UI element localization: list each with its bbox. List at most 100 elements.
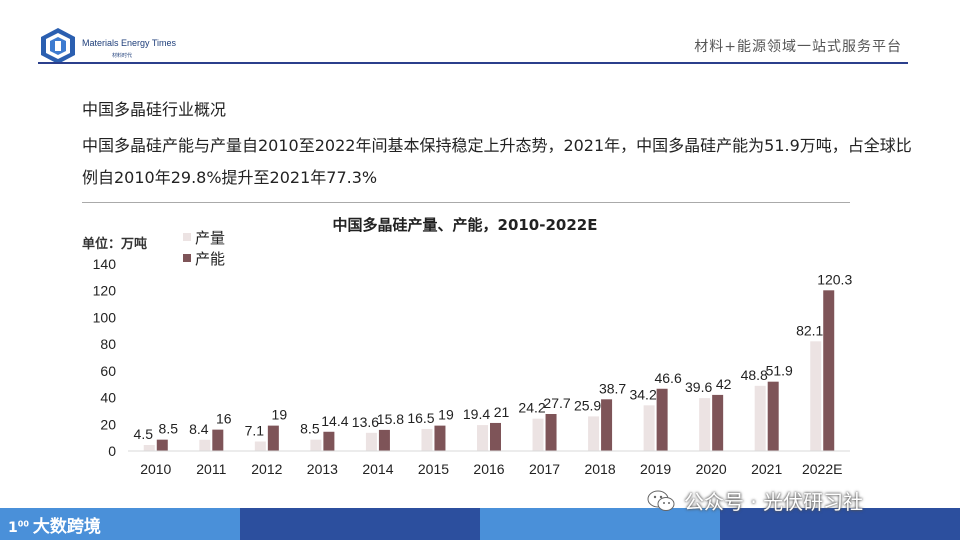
chart-unit-label: 单位：万吨 (82, 236, 147, 252)
data-label: 27.7 (543, 395, 570, 411)
bar-production (254, 441, 266, 451)
data-label: 7.1 (245, 423, 265, 439)
bar-production (810, 341, 822, 451)
x-tick-label: 2015 (418, 461, 449, 477)
footer-segment-1 (0, 508, 240, 540)
chart-title: 中国多晶硅产量、产能，2010-2022E (333, 216, 598, 234)
wechat-watermark: 公众号 · 光伏研习社 (646, 486, 863, 515)
y-tick-label: 60 (100, 363, 116, 379)
platform-tagline: 材料+能源领域一站式服务平台 (694, 39, 902, 55)
data-label: 120.3 (817, 271, 852, 287)
data-label: 4.5 (134, 426, 154, 442)
x-tick-label: 2017 (529, 461, 560, 477)
data-label: 16.5 (407, 410, 434, 426)
x-tick-label: 2018 (584, 461, 615, 477)
logo-name: Materials Energy Times (82, 38, 177, 48)
data-label: 25.9 (574, 397, 601, 413)
bar-capacity (712, 394, 724, 451)
bar-capacity (767, 381, 779, 451)
data-label: 16 (216, 411, 232, 427)
bar-capacity (212, 429, 224, 451)
bar-production (643, 405, 655, 451)
bar-production (699, 398, 711, 451)
y-tick-label: 40 (100, 390, 116, 406)
data-label: 14.4 (321, 413, 348, 429)
x-tick-label: 2010 (140, 461, 171, 477)
chart-top-divider (82, 202, 850, 203)
legend-swatch (183, 233, 191, 241)
legend-swatch (183, 254, 191, 262)
x-axis: 2010 2011 2012 2013 2014 2015 2016 2017 2018 2019… (140, 461, 842, 477)
footer-segment-3 (480, 508, 720, 540)
y-axis: 0 20 40 60 80 100 120 140 (93, 256, 117, 459)
data-label: 19 (438, 407, 454, 423)
y-tick-label: 80 (100, 336, 116, 352)
data-label: 46.6 (654, 370, 681, 386)
100-logo-icon: 100 (8, 519, 29, 536)
bar-capacity (601, 399, 613, 451)
bar-capacity (434, 425, 446, 451)
data-label: 8.5 (159, 421, 179, 437)
bar-production (143, 444, 155, 451)
x-tick-label: 2021 (751, 461, 782, 477)
bar-capacity (156, 439, 168, 451)
x-tick-label: 2016 (473, 461, 504, 477)
x-tick-label: 2012 (251, 461, 282, 477)
header-divider (38, 62, 908, 64)
bar-production (477, 425, 488, 451)
data-label: 82.1 (796, 322, 823, 338)
data-label: 19 (272, 407, 288, 423)
data-label: 51.9 (766, 363, 793, 379)
bar-production (310, 439, 322, 451)
data-label: 15.8 (377, 411, 404, 427)
wechat-text: 公众号 · 光伏研习社 (684, 490, 864, 514)
data-label: 39.6 (685, 379, 712, 395)
x-tick-label: 2019 (640, 461, 671, 477)
footer-brand-label: 大数跨境 (32, 517, 101, 537)
bar-production (754, 385, 766, 451)
bar-capacity (823, 290, 835, 451)
bar-capacity (490, 422, 501, 451)
x-tick-label: 2011 (196, 461, 226, 477)
company-logo-icon (41, 28, 75, 64)
footer-brand: 100 大数跨境 (8, 512, 101, 537)
bar-production (532, 418, 544, 451)
bar-capacity (656, 388, 668, 451)
x-tick-label: 2014 (362, 461, 393, 477)
data-label: 21 (494, 404, 510, 420)
data-label: 24.2 (518, 400, 545, 416)
bar-production (365, 432, 377, 451)
data-label: 42 (716, 376, 732, 392)
bar-capacity (267, 425, 279, 451)
footer-segment-4 (720, 508, 960, 540)
logo-subtitle: 材料时代 (112, 53, 133, 59)
x-tick-label: 2020 (696, 461, 727, 477)
footer-bar (0, 508, 960, 540)
data-label: 13.6 (352, 414, 379, 430)
y-tick-label: 100 (93, 309, 117, 325)
data-label: 34.2 (629, 386, 656, 402)
section-title: 中国多晶硅行业概况 (82, 100, 227, 119)
y-tick-label: 120 (93, 283, 117, 299)
bar-production (588, 416, 600, 451)
body-paragraph: 中国多晶硅产能与产量自2010至2022年间基本保持稳定上升态势，2021年，中… (82, 136, 912, 187)
bar-production (421, 428, 433, 451)
data-label: 8.4 (189, 421, 209, 437)
legend-label: 产能 (195, 250, 225, 268)
legend-label: 产量 (195, 229, 225, 247)
bar-capacity (378, 429, 390, 451)
bar-production (199, 439, 211, 451)
data-label: 8.5 (300, 421, 320, 437)
data-label: 38.7 (599, 380, 626, 396)
x-tick-label: 2022E (802, 461, 842, 477)
bar-capacity (545, 414, 557, 451)
wechat-icon (647, 490, 675, 511)
footer-segment-2 (240, 508, 480, 540)
data-label: 48.8 (741, 367, 768, 383)
x-tick-label: 2013 (307, 461, 338, 477)
bar-capacity (323, 431, 335, 451)
y-tick-label: 140 (93, 256, 117, 272)
